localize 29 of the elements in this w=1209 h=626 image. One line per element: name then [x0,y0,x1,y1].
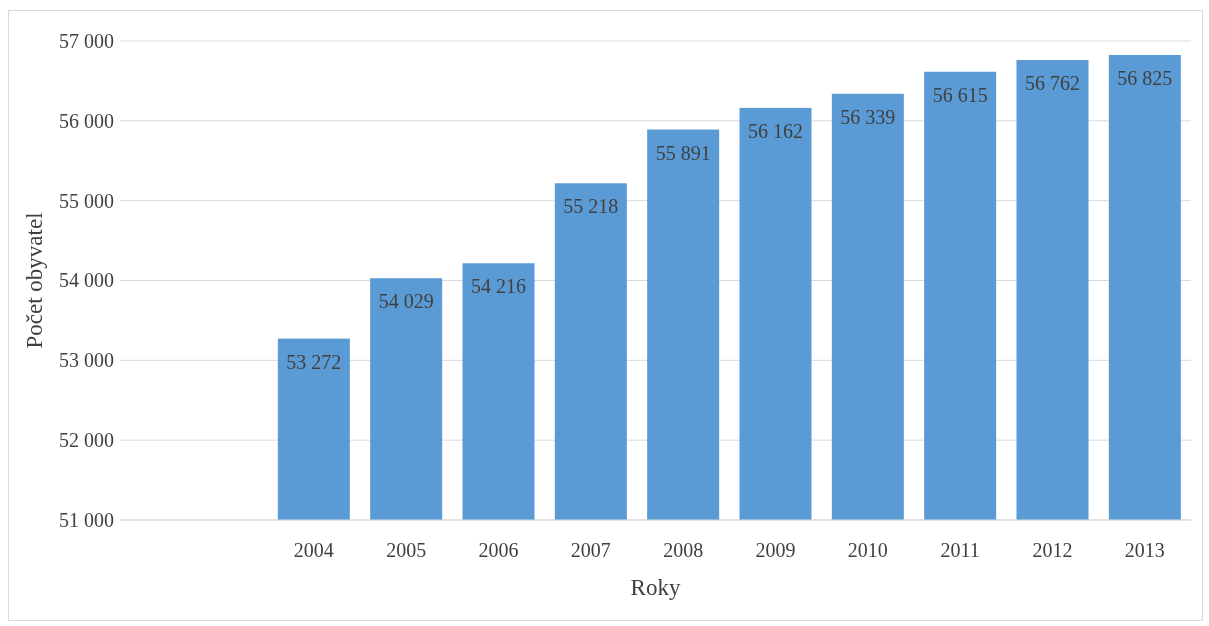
data-label: 56 762 [1025,72,1080,94]
y-tick-label: 53 000 [59,349,114,372]
x-tick-label: 2008 [663,539,704,561]
data-label: 56 615 [932,83,988,106]
data-label: 53 272 [286,350,342,373]
data-label: 54 216 [471,275,526,298]
x-tick-label: 2004 [293,539,334,561]
x-tick-label: 2007 [570,539,611,561]
data-label: 56 825 [1117,66,1173,89]
x-tick-label: 2005 [386,539,427,561]
data-label: 55 891 [655,141,711,164]
y-tick-label: 57 000 [59,29,114,52]
y-tick-label: 55 000 [59,189,114,212]
x-tick-label: 2010 [847,539,888,561]
y-tick-label: 54 000 [59,269,114,292]
data-label: 55 218 [563,195,619,218]
data-label: 56 339 [840,105,896,128]
x-axis-title: Roky [630,575,681,600]
x-tick-label: 2009 [755,539,796,561]
x-tick-label: 2011 [940,539,980,561]
data-label: 56 162 [748,119,803,142]
y-tick-label: 56 000 [59,109,114,132]
y-tick-label: 51 000 [59,508,114,531]
x-tick-label: 2012 [1032,539,1073,561]
data-label: 54 029 [378,290,434,313]
x-tick-label: 2013 [1124,539,1165,561]
x-tick-label: 2006 [478,539,519,561]
y-tick-label: 52 000 [59,429,114,452]
y-axis-title: Počet obyvatel [22,212,47,349]
